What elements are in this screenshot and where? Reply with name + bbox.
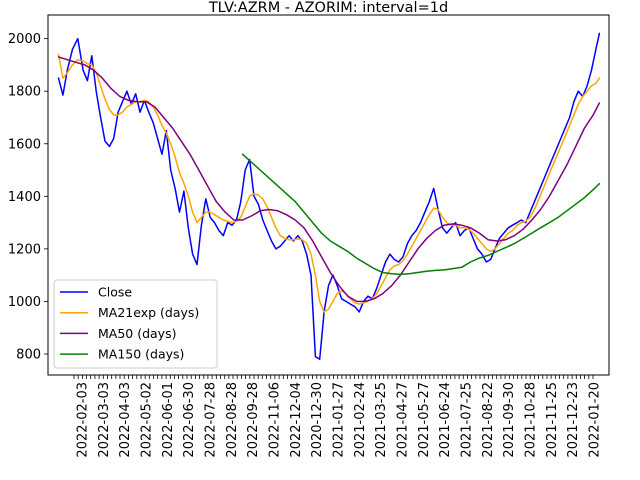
x-tick-label: 2021-05-27	[417, 382, 432, 458]
x-tick-label: 2022-01-20	[588, 382, 603, 458]
x-tick-label: 2022-12-04	[289, 382, 304, 458]
y-tick-label: 1000	[8, 295, 41, 310]
y-tick-label: 2000	[8, 32, 41, 47]
x-axis: 2022-02-03 2022-03-03 2022-04-03 2022-05-02…	[73, 375, 603, 458]
x-tick-label: 2022-06-01	[161, 382, 176, 458]
x-tick-label: 2021-06-24	[438, 382, 453, 458]
series-line-ma150-days	[241, 153, 601, 276]
y-tick-label: 1200	[8, 242, 41, 257]
y-tick-label: 1800	[8, 85, 41, 100]
x-tick-label: 2020-12-30	[310, 382, 325, 458]
series-line-close	[57, 32, 601, 360]
series-line-ma50-days	[57, 56, 601, 303]
chart-title: TLV:AZRM - AZORIM: interval=1d	[208, 0, 448, 16]
x-tick-label: 2022-03-03	[97, 382, 112, 458]
x-tick-label: 2021-12-23	[566, 382, 581, 458]
y-tick-label: 1400	[8, 190, 41, 205]
x-tick-label: 2022-05-02	[140, 382, 155, 458]
x-tick-label: 2021-01-27	[332, 382, 347, 458]
x-tick-label: 2022-08-28	[225, 382, 240, 458]
legend-box	[53, 279, 218, 369]
series-line-ma21exp-days	[57, 53, 601, 313]
x-tick-label: 2021-09-30	[502, 382, 517, 458]
x-tick-label: 2022-04-03	[118, 382, 133, 458]
y-tick-label: 1600	[8, 137, 41, 152]
legend-label: MA150 (days)	[98, 347, 184, 362]
x-tick-label: 2022-06-30	[182, 382, 197, 458]
x-tick-label: 2021-03-25	[374, 382, 389, 458]
x-tick-label: 2021-07-25	[460, 382, 475, 458]
x-tick-label: 2021-04-27	[396, 382, 411, 458]
legend-label: MA21exp (days)	[98, 305, 199, 320]
legend-label: MA50 (days)	[98, 326, 176, 341]
x-tick-label: 2022-11-06	[268, 382, 283, 458]
axes-frame	[47, 14, 610, 376]
x-tick-label: 2022-02-03	[76, 382, 91, 458]
x-tick-label: 2021-08-22	[481, 382, 496, 458]
series-layer	[57, 32, 601, 360]
x-tick-label: 2022-07-28	[204, 382, 219, 458]
x-tick-label: 2022-09-28	[246, 382, 261, 458]
x-tick-label: 2021-10-28	[524, 382, 539, 458]
legend: Close MA21exp (days) MA50 (days) MA150 (day…	[53, 279, 218, 369]
x-tick-label: 2021-02-24	[353, 382, 368, 458]
legend-label: Close	[98, 285, 132, 300]
y-tick-label: 800	[16, 347, 41, 362]
x-tick-label: 2021-11-25	[545, 382, 560, 458]
y-axis: 800 1000 1200 1400 1600 1800 2000	[8, 32, 48, 362]
